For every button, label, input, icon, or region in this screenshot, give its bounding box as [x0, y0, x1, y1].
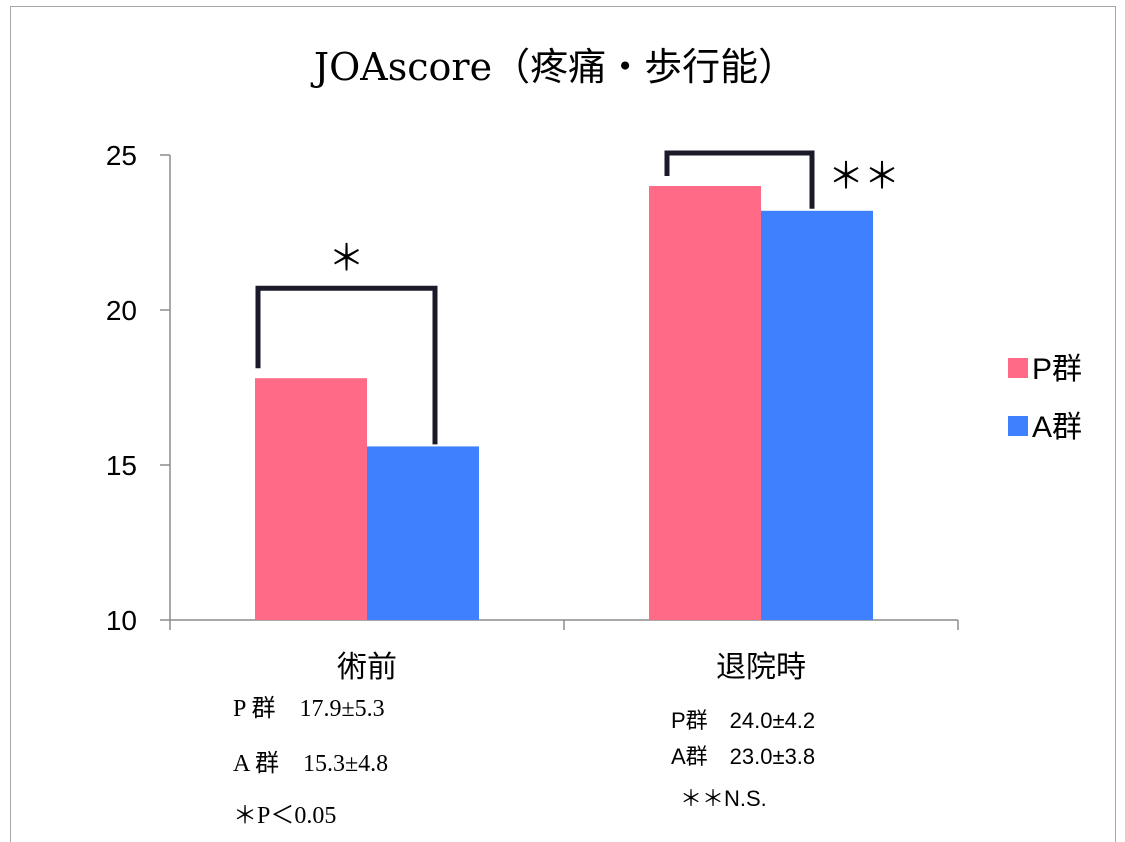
- legend-swatch-a: [1008, 416, 1028, 436]
- bars: [255, 186, 873, 621]
- significance-bracket: [664, 150, 815, 209]
- pre-stat-line: ＊P＜0.05: [233, 803, 336, 829]
- bar-a-group: [367, 446, 479, 620]
- significance-mark: ＊＊: [828, 156, 900, 197]
- y-tick-label: 15: [106, 450, 137, 481]
- post-stat-line: A群 23.0±3.8: [671, 744, 815, 769]
- x-category-label: 術前: [337, 651, 397, 684]
- bar-p-group: [255, 378, 367, 620]
- stats-notes: P 群 17.9±5.3 A 群 15.3±4.8 ＊P＜0.05 P群 24.0±4…: [233, 695, 815, 829]
- legend: P群 A群: [1008, 353, 1082, 444]
- significance-mark: ＊: [328, 238, 364, 279]
- post-stat-line: P群 24.0±4.2: [671, 708, 815, 733]
- chart-frame: [10, 6, 1116, 842]
- y-tick-label: 10: [106, 605, 137, 636]
- y-tick-label: 20: [106, 295, 137, 326]
- legend-label-a: A群: [1032, 411, 1082, 444]
- pre-stat-line: A 群 15.3±4.8: [233, 750, 388, 777]
- x-category-label: 退院時: [716, 651, 806, 684]
- bar-a-group: [761, 210, 873, 621]
- pre-stat-line: P 群 17.9±5.3: [233, 695, 385, 722]
- post-stat-line: ＊＊N.S.: [680, 786, 767, 811]
- legend-swatch-p: [1008, 358, 1028, 378]
- significance-brackets: ＊＊＊: [255, 150, 900, 445]
- bar-p-group: [649, 186, 761, 620]
- significance-bracket: [255, 285, 438, 445]
- chart-title: JOAscore（疼痛・歩行能）: [310, 45, 796, 89]
- y-tick-label: 25: [106, 140, 137, 171]
- legend-label-p: P群: [1032, 353, 1082, 386]
